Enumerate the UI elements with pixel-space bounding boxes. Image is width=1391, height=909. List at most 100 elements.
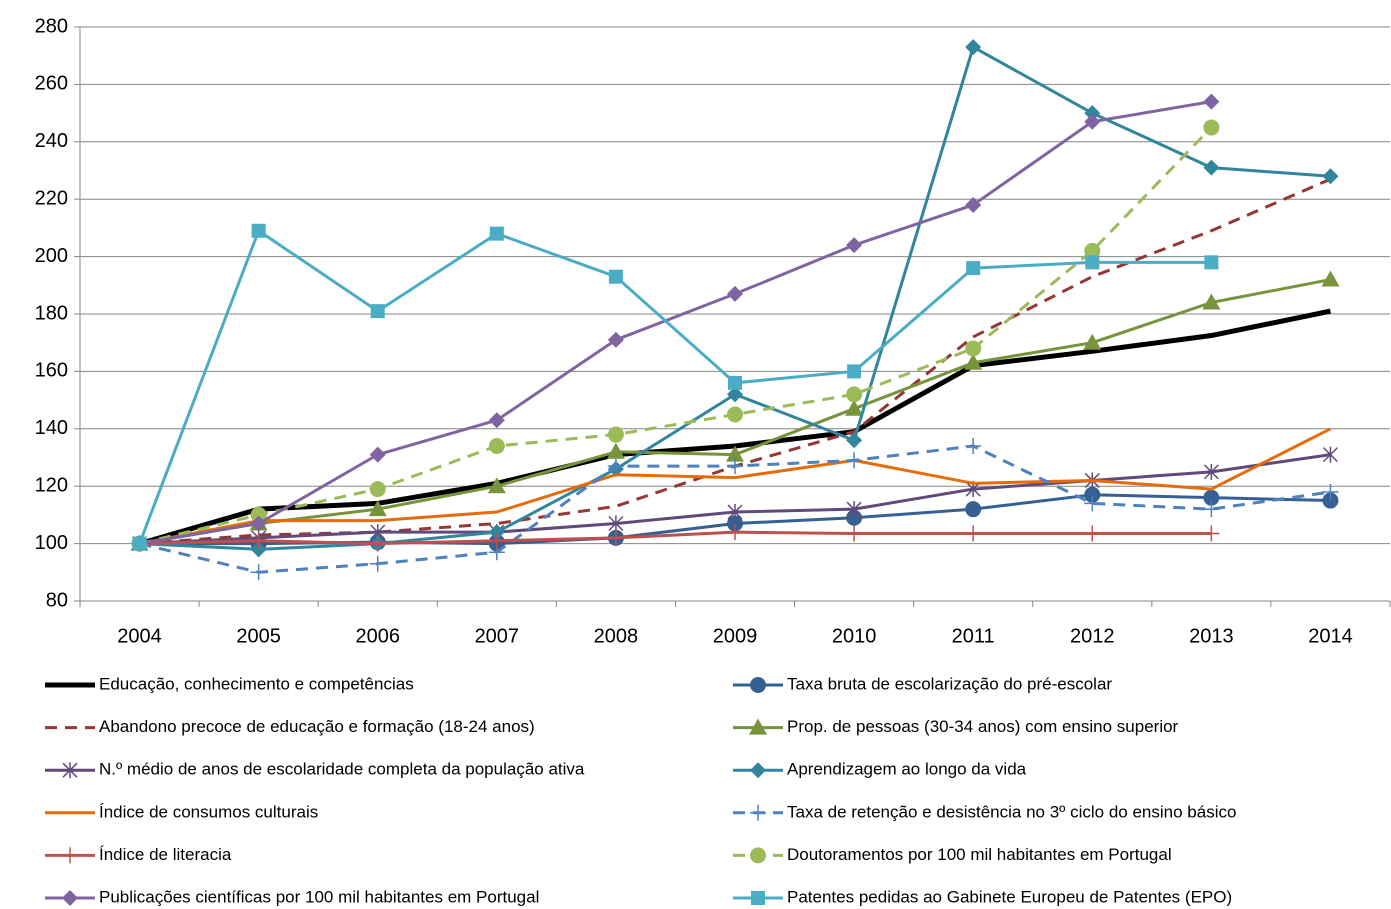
data-point <box>132 536 147 551</box>
data-point <box>965 501 982 518</box>
data-point <box>727 515 743 532</box>
data-point <box>250 564 267 581</box>
series-line <box>139 427 1332 546</box>
series-line <box>139 100 1212 546</box>
data-point <box>1203 463 1219 480</box>
data-point <box>489 226 504 241</box>
data-point <box>846 386 863 403</box>
data-point <box>250 532 267 549</box>
data-point <box>1202 293 1221 310</box>
data-point <box>846 432 863 449</box>
data-point <box>607 458 624 475</box>
series <box>132 223 1219 551</box>
legend-label: Doutoramentos por 100 mil habitantes em … <box>787 845 1172 864</box>
legend-label: Taxa bruta de escolarização do pré-escol… <box>787 674 1112 693</box>
legend-label: Abandono precoce de educação e formação … <box>99 717 535 736</box>
y-tick-label: 280 <box>35 15 68 37</box>
data-point <box>1085 255 1100 270</box>
data-point <box>369 555 386 572</box>
legend-marker <box>62 890 78 906</box>
data-point <box>607 331 624 348</box>
data-point <box>250 541 267 558</box>
y-tick-label: 240 <box>35 130 68 152</box>
data-point <box>607 529 624 546</box>
data-point <box>369 481 386 498</box>
x-tick-label: 2008 <box>594 625 639 647</box>
data-point <box>727 524 743 541</box>
data-point <box>251 223 266 238</box>
legend-label: Índice de literacia <box>99 845 232 864</box>
x-tick-label: 2009 <box>713 625 758 647</box>
data-point <box>845 399 864 416</box>
data-point <box>250 515 267 532</box>
data-point <box>846 237 863 254</box>
legend-label: N.º médio de anos de escolaridade comple… <box>99 760 585 779</box>
data-point <box>1084 495 1101 512</box>
data-point <box>965 196 982 213</box>
series <box>130 270 1340 551</box>
data-point <box>368 500 387 517</box>
series <box>131 438 1339 581</box>
data-point <box>488 532 505 549</box>
data-point <box>728 375 742 390</box>
data-point <box>1084 105 1101 122</box>
x-tick-label: 2014 <box>1308 625 1353 647</box>
legend-marker <box>749 718 767 735</box>
y-tick-label: 180 <box>35 302 68 324</box>
data-point <box>1083 333 1102 350</box>
x-tick-label: 2011 <box>952 625 995 647</box>
data-point <box>847 364 862 379</box>
data-point <box>369 446 386 463</box>
data-point <box>1084 486 1101 503</box>
y-tick-label: 100 <box>35 532 68 554</box>
x-tick-label: 2007 <box>475 625 520 647</box>
data-point <box>1203 489 1220 506</box>
y-tick-label: 260 <box>35 73 68 95</box>
x-tick-label: 2012 <box>1070 625 1115 647</box>
data-point <box>608 515 624 532</box>
series <box>139 427 1332 546</box>
data-point <box>250 506 267 523</box>
data-point <box>1203 119 1220 136</box>
data-point <box>1203 93 1220 110</box>
data-point <box>965 39 982 56</box>
series-line <box>139 530 1212 546</box>
series-line <box>138 229 1212 545</box>
data-point <box>1322 446 1338 463</box>
y-tick-label: 120 <box>35 474 68 496</box>
legend-marker <box>750 804 766 821</box>
legend-label: Educação, conhecimento e competências <box>99 674 414 693</box>
legend-marker <box>750 677 766 693</box>
data-point <box>608 269 623 284</box>
data-point <box>846 525 863 542</box>
data-point <box>727 285 743 302</box>
data-point <box>369 535 386 552</box>
data-point <box>965 525 982 542</box>
x-tick-label: 2005 <box>236 625 281 647</box>
y-tick-label: 160 <box>35 360 68 382</box>
data-point <box>964 353 983 370</box>
x-tick-label: 2013 <box>1189 625 1234 647</box>
data-point <box>606 442 625 459</box>
legend-marker <box>62 762 78 779</box>
data-point <box>488 412 505 429</box>
data-point <box>1321 270 1340 287</box>
legend-marker <box>750 762 766 779</box>
y-tick-label: 200 <box>35 245 68 267</box>
series <box>131 119 1220 552</box>
data-point <box>1203 159 1220 176</box>
data-point <box>1203 501 1220 518</box>
y-tick-label: 220 <box>35 187 68 209</box>
data-point <box>1322 483 1339 500</box>
legend-marker <box>750 847 766 864</box>
data-point <box>1322 492 1339 509</box>
x-tick-label: 2010 <box>832 625 877 647</box>
legend-label: Prop. de pessoas (30-34 anos) com ensino… <box>787 717 1179 736</box>
series-line <box>139 126 1213 546</box>
data-point <box>965 340 982 357</box>
data-point <box>727 386 743 403</box>
data-point <box>607 426 624 443</box>
data-point <box>487 477 506 494</box>
